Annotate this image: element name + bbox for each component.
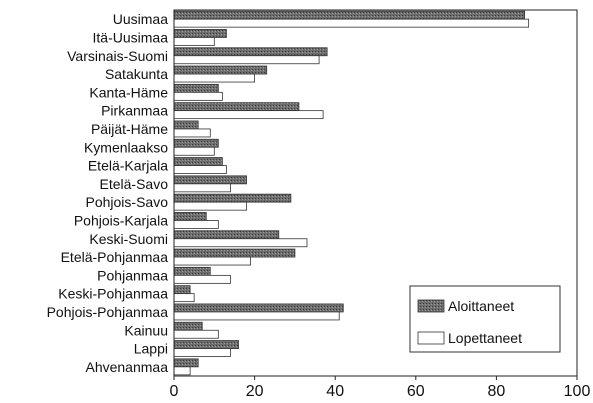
category-label: Pohjois-Karjala (74, 212, 168, 228)
category-label: Etelä-Pohjanmaa (61, 249, 169, 265)
bar-aloittaneet (173, 303, 344, 313)
category-label: Pirkanmaa (101, 103, 168, 119)
category-label: Pohjois-Pohjanmaa (47, 304, 169, 320)
category-label: Ahvenanmaa (85, 359, 168, 375)
category-label: Varsinais-Suomi (67, 48, 168, 64)
bar-aloittaneet (173, 266, 211, 276)
category-label: Etelä-Karjala (88, 158, 168, 174)
bar-lopettaneet (173, 183, 231, 193)
plot-frame (173, 9, 578, 377)
bar-aloittaneet (173, 321, 203, 331)
category-label: Keski-Pohjanmaa (58, 286, 168, 302)
category-label: Pohjois-Savo (86, 194, 169, 210)
category-labels: Uusimaa Itä-Uusimaa Varsinais-Suomi Satakun… (47, 11, 169, 375)
category-label: Uusimaa (113, 11, 168, 27)
bar-lopettaneet (173, 256, 251, 266)
legend-swatch-lopettaneet (417, 331, 445, 345)
bar-lopettaneet (173, 55, 320, 65)
category-label: Kainuu (124, 322, 168, 338)
bar-aloittaneet (173, 47, 328, 57)
bar-aloittaneet (173, 157, 223, 166)
category-label: Pohjanmaa (97, 267, 168, 283)
bar-aloittaneet (173, 175, 247, 185)
legend-swatch-aloittaneet (417, 299, 445, 313)
legend-label: Aloittaneet (448, 298, 514, 314)
bar-aloittaneet (173, 29, 227, 38)
bar-aloittaneet (173, 102, 300, 112)
bar-lopettaneet (173, 348, 231, 357)
category-label: Lappi (134, 341, 168, 357)
bar-lopettaneet (173, 128, 211, 138)
x-tick-label: 20 (246, 383, 264, 400)
plot-area (173, 10, 530, 376)
category-label: Itä-Uusimaa (93, 29, 169, 45)
bar-lopettaneet (173, 274, 231, 284)
bar-aloittaneet (173, 212, 207, 221)
bar-aloittaneet (173, 120, 199, 130)
axes: 0 20 40 60 80 100 (170, 9, 591, 400)
bar-lopettaneet (173, 220, 219, 229)
bar-aloittaneet (173, 193, 292, 203)
bar-lopettaneet (173, 329, 219, 339)
bar-lopettaneet (173, 91, 223, 101)
x-tick-label: 0 (170, 383, 179, 400)
bar-aloittaneet (173, 10, 526, 20)
bar-aloittaneet (173, 340, 239, 349)
bar-lopettaneet (173, 165, 227, 174)
category-label: Etelä-Savo (100, 176, 169, 192)
bar-lopettaneet (173, 73, 255, 83)
bar-lopettaneet (173, 366, 191, 376)
bar-aloittaneet (173, 138, 219, 148)
x-tick-label: 60 (407, 383, 425, 400)
x-tick-label: 100 (564, 383, 591, 400)
bar-aloittaneet (173, 248, 296, 258)
bar-lopettaneet (173, 293, 195, 303)
bar-aloittaneet (173, 285, 191, 295)
category-label: Keski-Suomi (89, 231, 168, 247)
category-label: Satakunta (105, 66, 168, 82)
bar-aloittaneet (173, 358, 199, 368)
legend: Aloittaneet Lopettaneet (409, 285, 561, 353)
category-label: Kanta-Häme (89, 84, 168, 100)
bar-lopettaneet (173, 110, 324, 120)
bar-lopettaneet (173, 201, 247, 211)
bar-lopettaneet (173, 238, 308, 248)
category-label: Päijät-Häme (91, 121, 168, 137)
category-label: Kymenlaakso (84, 139, 168, 155)
bar-aloittaneet (173, 83, 219, 93)
bar-aloittaneet (173, 230, 280, 240)
bar-lopettaneet (173, 146, 215, 156)
bar-aloittaneet (173, 65, 268, 75)
bar-lopettaneet (173, 311, 340, 321)
legend-label: Lopettaneet (448, 330, 522, 346)
bar-lopettaneet (173, 18, 530, 28)
x-tick-label: 40 (326, 383, 344, 400)
x-tick-label: 80 (488, 383, 506, 400)
bar-lopettaneet (173, 37, 215, 46)
